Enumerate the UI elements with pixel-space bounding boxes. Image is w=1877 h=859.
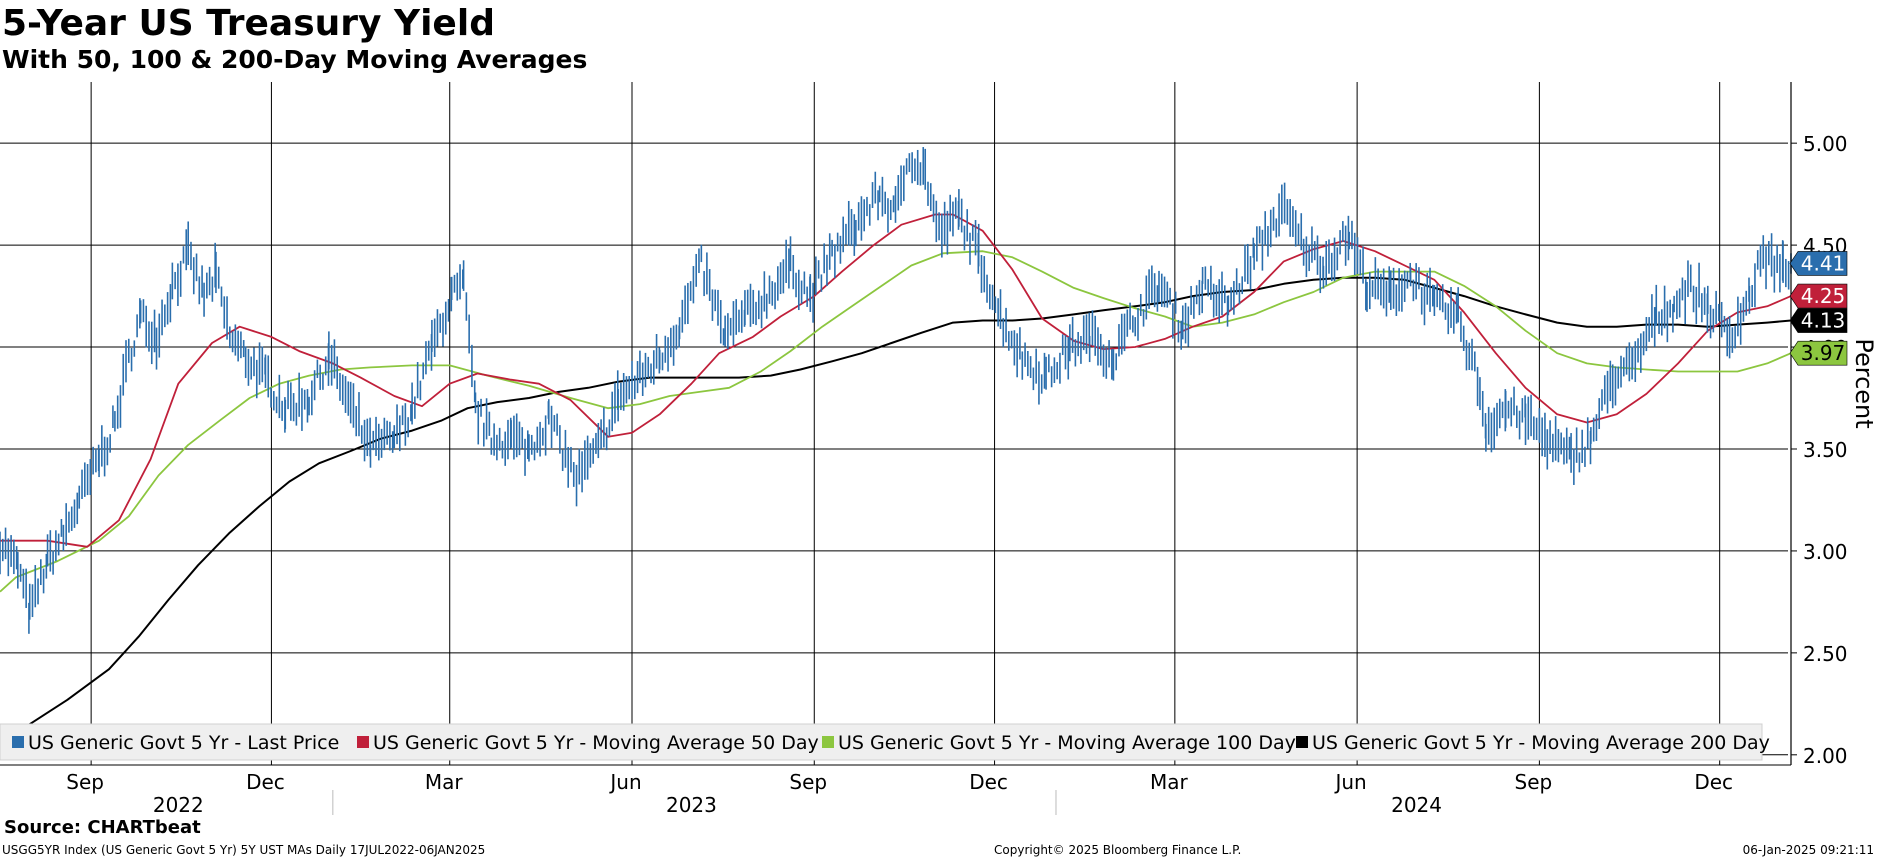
series-layer (0, 147, 1792, 744)
last-price-tag: 4.41 (1789, 251, 1848, 276)
ma200-tag: 4.13 (1789, 308, 1848, 333)
chart-subtitle: With 50, 100 & 200-Day Moving Averages (2, 45, 588, 74)
series-ma-100 (0, 250, 1792, 593)
y-tick-label: 3.00 (1803, 540, 1848, 564)
y-axis-title: Percent (1850, 338, 1877, 428)
series-ma-200 (0, 276, 1792, 744)
x-tick-label: Sep (1515, 770, 1553, 794)
legend-entry: US Generic Govt 5 Yr - Moving Average 50… (373, 732, 819, 754)
legend-box (0, 723, 1763, 761)
axis-layer: 2.002.503.003.504.004.505.00SepDecMarJun… (0, 82, 1877, 817)
legend-entry: US Generic Govt 5 Yr - Moving Average 20… (1312, 732, 1770, 754)
tag-value: 3.97 (1801, 341, 1846, 365)
x-tick-label: Mar (425, 770, 464, 794)
year-label: 2022 (153, 793, 204, 817)
tag-value: 4.13 (1801, 309, 1846, 333)
ma50-tag: 4.25 (1789, 283, 1848, 309)
x-tick-label: Jun (608, 770, 641, 794)
tag-shape (1789, 308, 1848, 333)
tag-value: 4.25 (1801, 284, 1846, 308)
y-tick-label: 2.50 (1803, 642, 1848, 666)
year-label: 2024 (1391, 793, 1442, 817)
legend-swatch (357, 736, 369, 748)
x-tick-label: Sep (66, 770, 104, 794)
x-tick-label: Jun (1333, 770, 1366, 794)
legend-swatch (1296, 736, 1308, 748)
legend-entry: US Generic Govt 5 Yr - Last Price (28, 732, 339, 754)
series-ma-50 (0, 213, 1792, 548)
series-last-price (0, 147, 1792, 634)
legend-swatch (12, 736, 24, 748)
chart-title: 5-Year US Treasury Yield (2, 3, 495, 44)
grid-layer (0, 82, 1788, 765)
tag-value: 4.41 (1801, 251, 1846, 275)
tag-shape (1789, 340, 1848, 366)
source-note: Source: CHARTbeat (4, 817, 201, 838)
legend: US Generic Govt 5 Yr - Last Price US Gene… (0, 723, 1770, 761)
year-label: 2023 (666, 793, 717, 817)
x-tick-label: Dec (969, 770, 1008, 794)
x-tick-label: Sep (789, 770, 827, 794)
y-tick-label: 5.00 (1803, 132, 1848, 156)
tag-shape (1789, 283, 1848, 309)
legend-swatch (822, 736, 834, 748)
ma100-tag: 3.97 (1789, 340, 1848, 366)
legend-entry: US Generic Govt 5 Yr - Moving Average 10… (838, 732, 1296, 754)
x-tick-label: Dec (246, 770, 285, 794)
x-tick-label: Mar (1150, 770, 1189, 794)
y-tick-label: 2.00 (1803, 744, 1848, 768)
ticker-info: USGG5YR Index (US Generic Govt 5 Yr) 5Y … (2, 843, 486, 857)
timestamp: 06-Jan-2025 09:21:11 (1742, 843, 1874, 857)
copyright: Copyright© 2025 Bloomberg Finance L.P. (994, 843, 1242, 857)
x-tick-label: Dec (1694, 770, 1733, 794)
y-tick-label: 3.50 (1803, 438, 1848, 462)
tag-shape (1789, 251, 1848, 276)
